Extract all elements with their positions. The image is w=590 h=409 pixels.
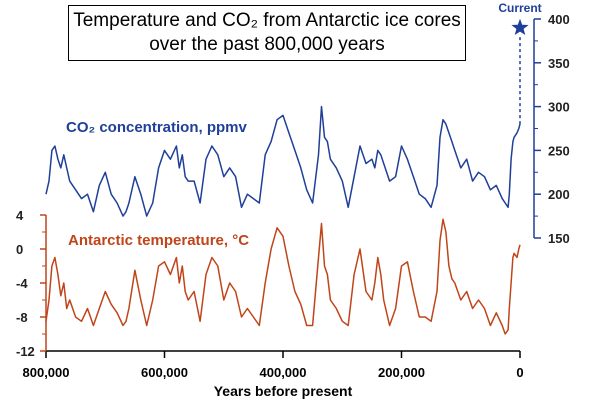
x-axis-label: Years before present (214, 383, 353, 399)
x-tick-label: 200,000 (378, 365, 425, 380)
temp-tick-label: 0 (16, 242, 23, 257)
chart-title-line-1: Temperature and CO₂ from Antarctic ice c… (73, 10, 461, 31)
temp-tick-label: -12 (16, 344, 35, 359)
temp-series-line (45, 218, 521, 335)
co2-tick-label: 400 (548, 12, 570, 27)
x-tick-label: 400,000 (260, 365, 307, 380)
temp-tick-label: -4 (16, 276, 28, 291)
current-star-icon (511, 18, 529, 35)
chart-title-line-2: over the past 800,000 years (149, 34, 385, 55)
co2-tick-label: 300 (548, 100, 570, 115)
co2-tick-label: 350 (548, 56, 570, 71)
co2-series-label: CO₂ concentration, ppmv (66, 119, 248, 136)
co2-series-line (45, 105, 521, 217)
chart-title: Temperature and CO₂ from Antarctic ice c… (68, 5, 466, 61)
co2-tick-label: 150 (548, 231, 570, 246)
co2-tick-label: 250 (548, 143, 570, 158)
co2-tick-label: 200 (548, 187, 570, 202)
temp-tick-label: 4 (16, 208, 24, 223)
current-label: Current (498, 1, 541, 15)
x-tick-label: 0 (516, 365, 523, 380)
temp-tick-label: -8 (16, 310, 28, 325)
x-tick-label: 600,000 (141, 365, 188, 380)
temp-series-label: Antarctic temperature, °C (68, 232, 249, 249)
x-tick-label: 800,000 (23, 365, 70, 380)
